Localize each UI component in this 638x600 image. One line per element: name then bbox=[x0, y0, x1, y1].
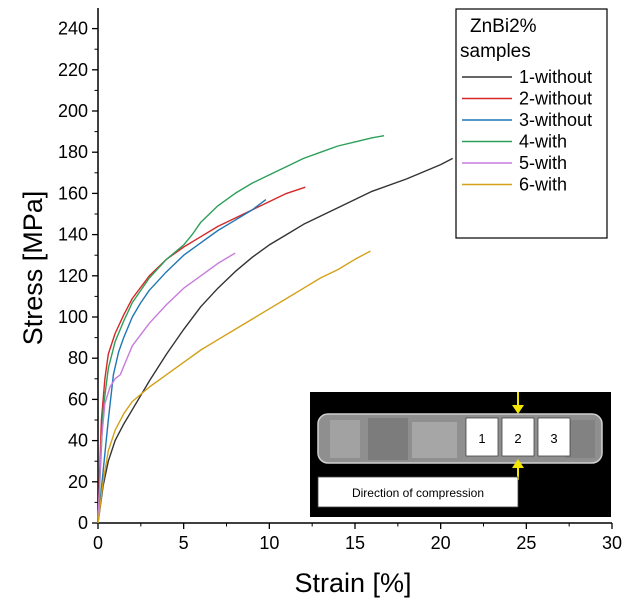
y-tick-label: 80 bbox=[68, 348, 88, 368]
legend-label-2: 2-without bbox=[519, 89, 592, 109]
zone-3-label: 3 bbox=[550, 431, 557, 446]
x-tick-label: 20 bbox=[431, 533, 451, 553]
x-tick-label: 30 bbox=[602, 533, 622, 553]
y-axis-label: Stress [MPa] bbox=[18, 191, 48, 346]
specimen-texture-2 bbox=[368, 418, 408, 460]
zone-2-box bbox=[501, 417, 535, 457]
series-line-5 bbox=[97, 252, 236, 524]
legend-label-1: 1-without bbox=[519, 67, 592, 87]
zone-3-box bbox=[537, 417, 571, 457]
y-tick-label: 20 bbox=[68, 472, 88, 492]
axes: 0 5 10 15 20 25 30 0 20 40 60 80 100 120 140 160 180 200 2… bbox=[58, 8, 622, 553]
legend-label-5: 5-with bbox=[519, 153, 567, 173]
x-tick-label: 15 bbox=[345, 533, 365, 553]
legend-title-line1: ZnBi2% bbox=[470, 16, 537, 37]
legend-label-6: 6-with bbox=[519, 175, 567, 195]
y-tick-label: 120 bbox=[58, 266, 88, 286]
series-line-1 bbox=[97, 157, 454, 524]
specimen-texture-1 bbox=[330, 420, 360, 458]
x-tick-label: 0 bbox=[93, 533, 103, 553]
series-line-3 bbox=[97, 199, 267, 524]
x-tick-label: 25 bbox=[516, 533, 536, 553]
x-tick-label: 10 bbox=[259, 533, 279, 553]
legend-label-3: 3-without bbox=[519, 110, 592, 130]
legend: ZnBi2% samples 1-without2-without3-witho… bbox=[455, 8, 608, 239]
caption-box bbox=[317, 476, 519, 508]
y-tick-label: 180 bbox=[58, 142, 88, 162]
y-tick-label: 200 bbox=[58, 101, 88, 121]
y-tick-label: 0 bbox=[78, 513, 88, 533]
x-tick-label: 5 bbox=[179, 533, 189, 553]
legend-title-line2: samples bbox=[460, 41, 531, 62]
zone-1-label: 1 bbox=[478, 431, 485, 446]
zone-2-label: 2 bbox=[514, 431, 521, 446]
y-tick-label: 240 bbox=[58, 19, 88, 39]
y-tick-label: 220 bbox=[58, 60, 88, 80]
top-arrow bbox=[512, 392, 524, 414]
zone-1-box bbox=[465, 417, 499, 457]
y-tick-label: 140 bbox=[58, 225, 88, 245]
legend-label-4: 4-with bbox=[519, 132, 567, 152]
legend-entries: 1-without2-without3-without4-with5-with6… bbox=[462, 67, 592, 195]
inset-caption: Direction of compression bbox=[352, 486, 484, 500]
y-tick-label: 160 bbox=[58, 183, 88, 203]
y-tick-label: 60 bbox=[68, 389, 88, 409]
legend-box bbox=[455, 8, 608, 239]
inset-micrograph: 1 2 3 Direction of compression bbox=[310, 392, 611, 517]
series-layer bbox=[97, 135, 454, 524]
series-line-4 bbox=[97, 135, 385, 524]
x-axis-label: Strain [%] bbox=[294, 568, 411, 598]
specimen-texture-3 bbox=[412, 422, 457, 458]
y-tick-label: 100 bbox=[58, 307, 88, 327]
y-tick-label: 40 bbox=[68, 431, 88, 451]
series-line-6 bbox=[97, 250, 371, 524]
